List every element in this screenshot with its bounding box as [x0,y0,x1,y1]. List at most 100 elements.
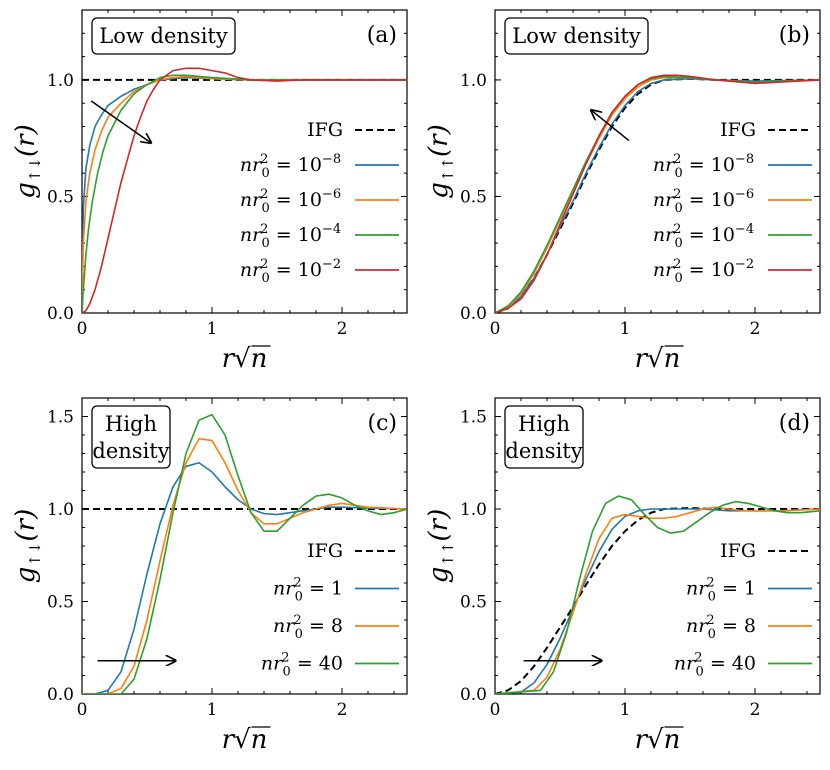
series-line-8 [82,437,407,694]
y-tick-label: 0.0 [47,304,74,324]
series-line-40 [82,413,407,694]
legend-end [341,189,343,211]
x-label-n: n [664,344,681,374]
legend-entry: nr2 0 = 40 [674,651,756,680]
legend-sub0: 0 [674,166,682,181]
series-line-1 [82,461,407,694]
legend-sub0: 0 [295,590,303,605]
legend-entry: nr2 0 = 8 [273,613,343,642]
legend-entry: nr2 0 = 10−6 [240,187,343,216]
density-label: Low density [99,24,228,48]
y-label-sub: ↑↑ [439,157,457,182]
x-tick-label: 0 [77,700,88,720]
panel-label: (a) [367,23,397,48]
legend-sub0: 0 [261,236,269,251]
legend-sub0: 0 [283,665,291,680]
legend-eq: = 40 [291,653,343,675]
x-label-sqrt: √ [647,725,664,755]
legend-sup2: 2 [673,257,681,272]
y-tick-label: 0.5 [47,187,74,207]
legend-eq: = 8 [716,615,756,637]
legend-sup2: 2 [673,152,681,167]
legend-nr: nr [686,578,709,600]
y-tick-label: 1.0 [47,71,74,91]
x-tick-label: 0 [490,700,501,720]
x-tick-label: 2 [750,700,761,720]
legend-nr: nr [240,259,263,281]
legend-end [341,259,343,281]
series-line-−8 [495,77,820,313]
legend-end [754,259,756,281]
legend-exp: −6 [735,187,754,202]
legend-nr: nr [653,189,676,211]
y-label-sub: ↑↑ [439,541,457,566]
legend-entry: nr2 0 = 10−4 [240,222,343,251]
legend-eq: = 1 [303,578,343,600]
density-box [504,17,649,55]
legend-eq: = 10 [270,259,322,281]
x-label-r: r [635,344,649,374]
x-label-r: r [222,344,236,374]
legend-nr: nr [240,154,263,176]
axes-frame [81,9,408,314]
x-label-sqrt: √ [647,344,664,374]
legend-entry: IFG [307,540,343,562]
y-label-g: g [424,567,454,584]
x-label-r: r [222,725,236,755]
legend-exp: −2 [322,257,341,272]
x-tick-label: 2 [337,700,348,720]
x-tick-label: 1 [207,700,218,720]
legend-sub0: 0 [261,201,269,216]
legend-sup2: 2 [673,222,681,237]
x-axis-label: r√n [635,344,681,374]
panel-b: 0 1 2 0.0 0.5 1.0 g↑↑(r) r√n Low density (b) IFG nr… [424,9,821,374]
legend-sup2: 2 [706,613,714,628]
x-label-sqrt: √ [234,725,251,755]
y-tick-label: 1.0 [47,500,74,520]
legend-eq: = 10 [683,224,735,246]
legend-exp: −6 [322,187,341,202]
legend-entry: nr2 0 = 10−8 [240,152,343,181]
density-label: density [92,439,169,463]
legend-exp: −2 [735,257,754,272]
series-group [82,67,407,313]
legend-eq: = 10 [270,224,322,246]
legend-entry: nr2 0 = 1 [686,576,756,605]
y-tick-label: 1.5 [460,408,487,428]
legend-sup2: 2 [281,651,289,666]
y-label-sub: ↑↓ [26,157,44,182]
legend-nr: nr [240,189,263,211]
panel-d: 0 1 2 0.0 0.5 1.0 1.5 g↑↑(r) r√n High density (d) IF… [424,397,821,755]
legend-nr: nr [240,224,263,246]
legend-entry: IFG [720,540,756,562]
x-tick-label: 0 [490,319,501,339]
y-axis-label: g↑↑(r) [424,124,457,199]
legend-sub0: 0 [261,166,269,181]
x-axis-label: r√n [635,725,681,755]
y-label-r: (r) [424,509,454,542]
legend-eq: = 40 [704,653,756,675]
y-label-r: (r) [11,509,41,542]
x-tick-label: 2 [337,319,348,339]
legend-sup2: 2 [673,187,681,202]
x-label-n: n [664,725,681,755]
legend-entry: nr2 0 = 10−6 [653,187,756,216]
legend-sub0: 0 [295,627,303,642]
panel-label: (c) [368,411,398,436]
y-tick-label: 0.0 [460,685,487,705]
legend-end [754,224,756,246]
density-box [504,405,584,469]
legend-nr: nr [261,653,284,675]
legend-end [754,154,756,176]
legend-end [754,189,756,211]
legend-entry: IFG [307,119,343,141]
axes-frame [494,9,821,314]
legend-entry: nr2 0 = 10−2 [240,257,343,286]
series-line-40 [495,495,820,694]
legend-sub0: 0 [674,201,682,216]
legend-sup2: 2 [260,222,268,237]
y-tick-label: 1.5 [47,408,74,428]
y-label-sub: ↑↓ [26,541,44,566]
y-label-r: (r) [11,124,41,157]
